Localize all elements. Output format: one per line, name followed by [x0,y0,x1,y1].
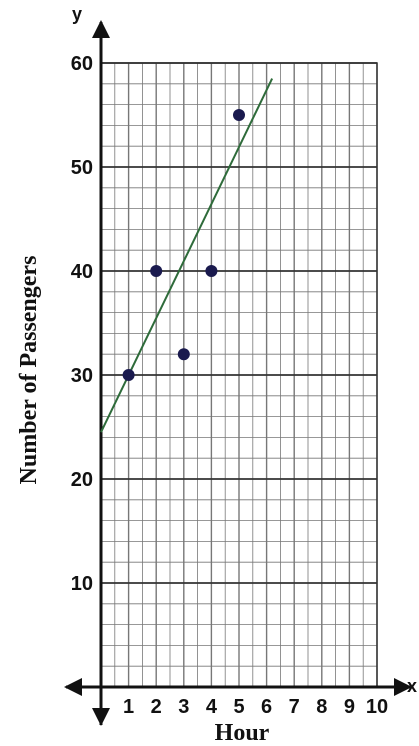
x-tick-label: 7 [289,696,300,718]
grid [101,63,377,687]
x-tick-label: 1 [123,696,134,718]
y-tick-label: 50 [71,157,93,179]
tick-labels: 1 2 3 4 5 6 7 8 9 10 10 20 30 40 50 60 [71,53,388,718]
data-point [205,265,217,277]
data-point [178,348,190,360]
y-axis-arrow-down [92,708,110,726]
x-tick-label: 6 [261,696,272,718]
y-axis-arrow-up [92,20,110,38]
x-tick-label: 5 [233,696,244,718]
x-axis-letter: x [407,676,417,696]
x-tick-label: 10 [366,696,388,718]
axes [64,20,412,726]
y-axis-title: Number of Passengers [16,256,42,485]
x-axis-arrow-left [64,678,82,696]
x-axis-title: Hour [215,720,270,746]
data-point [233,109,245,121]
data-point [123,369,135,381]
y-tick-label: 60 [71,53,93,75]
y-tick-label: 10 [71,573,93,595]
x-tick-label: 2 [151,696,162,718]
x-tick-label: 9 [344,696,355,718]
x-tick-label: 3 [178,696,189,718]
x-tick-label: 8 [316,696,327,718]
x-tick-label: 4 [206,696,218,718]
y-tick-label: 30 [71,365,93,387]
y-axis-letter: y [72,4,82,24]
y-tick-label: 20 [71,469,93,491]
data-point [150,265,162,277]
y-tick-label: 40 [71,261,93,283]
